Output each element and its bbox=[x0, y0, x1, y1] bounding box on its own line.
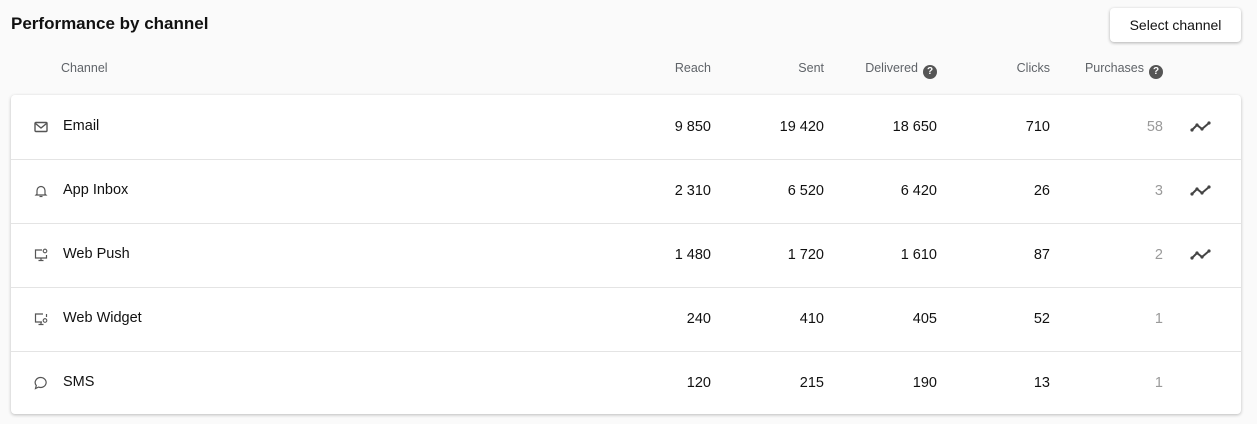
cell-purchases: 2 bbox=[1154, 247, 1163, 263]
trend-chart-icon[interactable] bbox=[1190, 247, 1212, 263]
cell-sent: 215 bbox=[799, 375, 824, 391]
cell-reach: 9 850 bbox=[674, 119, 711, 135]
help-icon[interactable]: ? bbox=[923, 65, 937, 79]
cell-purchases: 3 bbox=[1154, 183, 1163, 199]
mail-icon bbox=[34, 121, 48, 133]
cell-sent: 1 720 bbox=[787, 247, 824, 263]
table-row[interactable]: Web Push 1 480 1 720 1 610 87 2 bbox=[11, 223, 1241, 288]
bell-icon bbox=[34, 185, 48, 198]
chat-bubble-icon bbox=[34, 376, 47, 390]
table-row[interactable]: App Inbox 2 310 6 520 6 420 26 3 bbox=[11, 159, 1241, 224]
header-delivered: Delivered bbox=[865, 61, 918, 75]
help-icon[interactable]: ? bbox=[1149, 65, 1163, 79]
header-sent: Sent bbox=[798, 61, 824, 75]
cell-clicks: 52 bbox=[1033, 311, 1050, 327]
channel-name: Web Widget bbox=[63, 310, 142, 326]
cell-clicks: 26 bbox=[1033, 183, 1050, 199]
channel-name: Web Push bbox=[63, 246, 130, 262]
header-channel: Channel bbox=[61, 61, 108, 75]
cell-sent: 19 420 bbox=[779, 119, 824, 135]
cell-purchases: 1 bbox=[1154, 311, 1163, 327]
cell-reach: 240 bbox=[686, 311, 711, 327]
header-clicks: Clicks bbox=[1016, 61, 1050, 75]
cell-purchases: 1 bbox=[1154, 375, 1163, 391]
cell-clicks: 710 bbox=[1025, 119, 1050, 135]
cell-delivered: 18 650 bbox=[892, 119, 937, 135]
channel-table: Email 9 850 19 420 18 650 710 58 App Inbox 2 31… bbox=[11, 95, 1241, 414]
cell-sent: 6 520 bbox=[787, 183, 824, 199]
header-purchases: Purchases bbox=[1084, 61, 1144, 75]
cell-reach: 1 480 bbox=[674, 247, 711, 263]
select-channel-button[interactable]: Select channel bbox=[1110, 8, 1241, 42]
cell-delivered: 6 420 bbox=[900, 183, 937, 199]
channel-name: SMS bbox=[63, 374, 95, 390]
header-reach: Reach bbox=[674, 61, 711, 75]
table-header: Channel Reach Sent Delivered? Clicks Pur… bbox=[11, 60, 1241, 79]
trend-chart-icon[interactable] bbox=[1190, 119, 1212, 135]
cell-purchases: 58 bbox=[1146, 119, 1163, 135]
cell-clicks: 13 bbox=[1033, 375, 1050, 391]
cell-clicks: 87 bbox=[1033, 247, 1050, 263]
cell-reach: 120 bbox=[686, 375, 711, 391]
cell-sent: 410 bbox=[799, 311, 824, 327]
channel-name: Email bbox=[63, 118, 100, 134]
page-title: Performance by channel bbox=[11, 14, 209, 33]
table-row[interactable]: SMS 120 215 190 13 1 bbox=[11, 351, 1241, 415]
cell-reach: 2 310 bbox=[674, 183, 711, 199]
table-row[interactable]: Web Widget 240 410 405 52 1 bbox=[11, 287, 1241, 352]
cell-delivered: 190 bbox=[912, 375, 937, 391]
table-row[interactable]: Email 9 850 19 420 18 650 710 58 bbox=[11, 95, 1241, 160]
monitor-push-icon bbox=[34, 248, 48, 262]
cell-delivered: 1 610 bbox=[900, 247, 937, 263]
channel-name: App Inbox bbox=[63, 182, 129, 198]
cell-delivered: 405 bbox=[912, 311, 937, 327]
monitor-widget-icon bbox=[34, 313, 48, 326]
trend-chart-icon[interactable] bbox=[1190, 183, 1212, 199]
